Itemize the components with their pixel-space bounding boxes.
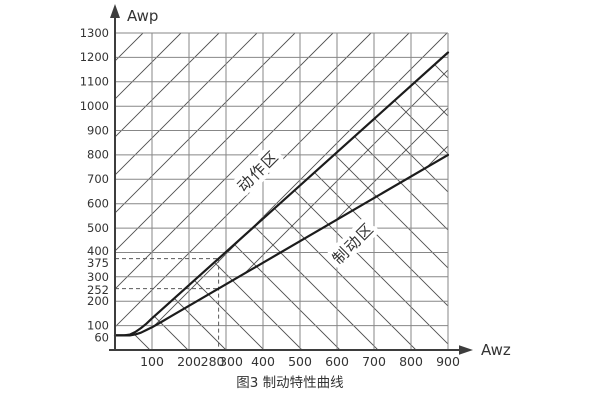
y-tick-label: 100: [87, 318, 109, 332]
zone-label-brake: 制动区: [329, 219, 378, 268]
y-tick-label: 60: [94, 331, 109, 345]
y-axis-arrow-icon: [110, 4, 120, 18]
y-axis-name: Awp: [127, 7, 158, 25]
y-tick-label: 800: [87, 148, 109, 162]
figure-caption: 图3 制动特性曲线: [236, 375, 343, 391]
grid-layer: [115, 32, 449, 350]
x-tick-label: 800: [399, 354, 423, 369]
x-axis-arrow-icon: [459, 345, 473, 355]
x-tick-label: 600: [325, 354, 349, 369]
y-tick-label: 375: [87, 256, 109, 270]
y-tick-label: 1200: [80, 50, 109, 64]
y-tick-label: 900: [87, 123, 109, 137]
brake-zone-curve: [113, 153, 450, 337]
y-tick-label: 700: [87, 172, 109, 186]
y-tick-label: 252: [87, 283, 109, 297]
chart-layers: 6010020025230037540050060070080090010001…: [80, 4, 473, 369]
y-tick-label: 500: [87, 221, 109, 235]
zone-label-action: 动作区: [234, 147, 283, 196]
axes: [109, 4, 473, 355]
x-axis-name: Awz: [481, 341, 511, 359]
x-tick-label: 400: [251, 354, 275, 369]
x-tick-label: 300: [219, 354, 243, 369]
y-tick-label: 300: [87, 270, 109, 284]
y-tick-label: 600: [87, 197, 109, 211]
x-tick-label: 280: [201, 354, 225, 369]
x-tick-label: 100: [140, 354, 164, 369]
dashed-guides: [115, 258, 220, 350]
x-tick-label: 900: [436, 354, 460, 369]
y-tick-label: 200: [87, 294, 109, 308]
x-tick-label: 700: [362, 354, 386, 369]
x-tick-label: 200: [177, 354, 201, 369]
y-tick-label: 1000: [80, 99, 109, 113]
y-tick-label: 1100: [80, 75, 109, 89]
y-tick-label: 1300: [80, 26, 109, 40]
y-tick-label: 400: [87, 244, 109, 258]
x-tick-label: 500: [288, 354, 312, 369]
action-zone-curve: [113, 51, 450, 337]
